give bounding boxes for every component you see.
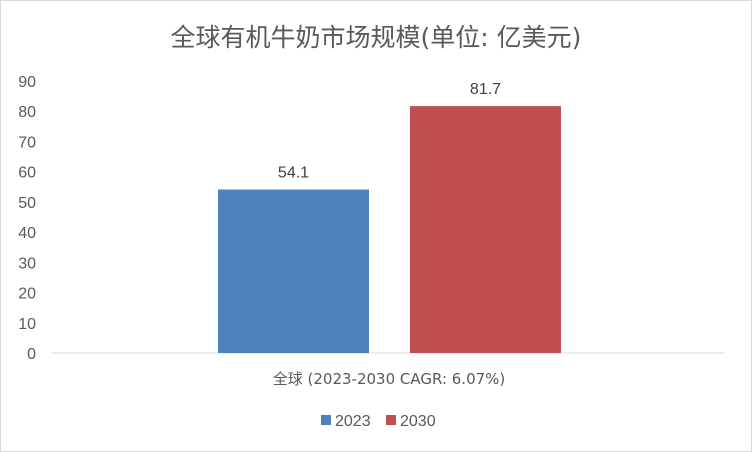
legend-label-2030: 2030 (400, 413, 436, 430)
bars-group (218, 106, 561, 353)
category-label: 全球 (2023-2030 CAGR: 6.07%) (273, 370, 506, 388)
legend-label-2023: 2023 (335, 413, 371, 430)
bar-2023 (218, 189, 369, 353)
y-tick-label: 80 (18, 104, 36, 121)
data-labels-group: 54.1 81.7 (278, 81, 501, 181)
y-tick-label: 40 (18, 225, 36, 242)
data-label-2030: 81.7 (470, 81, 501, 98)
y-tick-label: 50 (18, 195, 36, 212)
legend-swatch-2030 (386, 415, 396, 425)
legend-swatch-2023 (321, 415, 331, 425)
legend: 2023 2030 (321, 413, 436, 430)
data-label-2023: 54.1 (278, 164, 309, 181)
chart-title: 全球有机牛奶市场规模(单位: 亿美元) (171, 23, 582, 52)
y-tick-label: 20 (18, 286, 36, 303)
y-axis-ticks: 0 10 20 30 40 50 60 70 80 90 (18, 74, 36, 363)
y-tick-label: 70 (18, 134, 36, 151)
y-tick-label: 30 (18, 255, 36, 272)
y-tick-label: 90 (18, 74, 36, 91)
y-tick-label: 0 (27, 346, 36, 363)
y-tick-label: 10 (18, 316, 36, 333)
y-tick-label: 60 (18, 165, 36, 182)
bar-2030 (410, 106, 561, 353)
